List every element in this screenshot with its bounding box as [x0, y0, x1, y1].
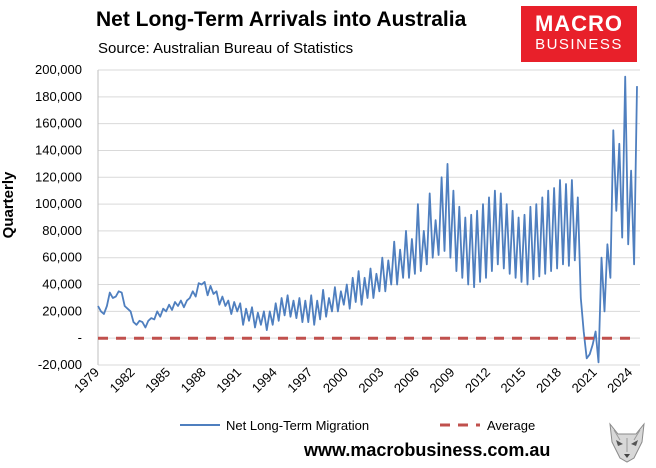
x-tick-label: 2024	[604, 365, 635, 396]
y-tick-label: 180,000	[35, 89, 82, 104]
chart-title: Net Long-Term Arrivals into Australia	[96, 8, 467, 31]
y-tick-label: 60,000	[42, 250, 82, 265]
y-tick-label: 80,000	[42, 223, 82, 238]
x-tick-label: 1985	[142, 365, 173, 396]
fox-mascot-icon	[609, 422, 645, 463]
y-tick-label: 140,000	[35, 142, 82, 157]
legend: Net Long-Term Migration Average	[180, 418, 535, 433]
x-tick-label: 2015	[498, 365, 529, 396]
y-axis-ticks: 200,000 180,000 160,000 140,000 120,000 100,0…	[35, 62, 82, 372]
x-tick-label: 2009	[426, 365, 457, 396]
y-tick-label: 100,000	[35, 196, 82, 211]
y-tick-label: -20,000	[38, 357, 82, 372]
y-axis-label: Quarterly	[0, 171, 17, 238]
x-axis-ticks: 1979 1982 1985 1988 1991 1994 1997 2000 2003 2006…	[71, 365, 635, 396]
series-group	[97, 75, 638, 364]
y-tick-label: 20,000	[42, 303, 82, 318]
x-tick-label: 2006	[391, 365, 422, 396]
y-tick-label: 120,000	[35, 169, 82, 184]
x-tick-label: 2003	[355, 365, 386, 396]
x-tick-label: 1988	[178, 365, 209, 396]
x-tick-label: 2012	[462, 365, 493, 396]
x-tick-label: 2018	[533, 365, 564, 396]
x-tick-label: 2000	[320, 365, 351, 396]
series-line-net-migration	[97, 75, 638, 364]
y-tick-label: 40,000	[42, 277, 82, 292]
footer-url: www.macrobusiness.com.au	[304, 440, 551, 460]
x-tick-label: 1994	[249, 365, 280, 396]
chart-subtitle: Source: Australian Bureau of Statistics	[98, 40, 354, 57]
x-tick-label: 2021	[569, 365, 600, 396]
y-tick-label: -	[78, 330, 82, 345]
x-tick-label: 1982	[107, 365, 138, 396]
x-tick-label: 1997	[284, 365, 315, 396]
logo-line-1: MACRO	[534, 11, 624, 36]
x-tick-label: 1991	[213, 365, 244, 396]
y-tick-label: 200,000	[35, 62, 82, 77]
logo-line-2: BUSINESS	[535, 36, 623, 53]
legend-label-average: Average	[487, 418, 535, 433]
macrobusiness-logo: MACRO BUSINESS	[521, 6, 637, 62]
y-tick-label: 160,000	[35, 116, 82, 131]
legend-label-net-migration: Net Long-Term Migration	[226, 418, 369, 433]
